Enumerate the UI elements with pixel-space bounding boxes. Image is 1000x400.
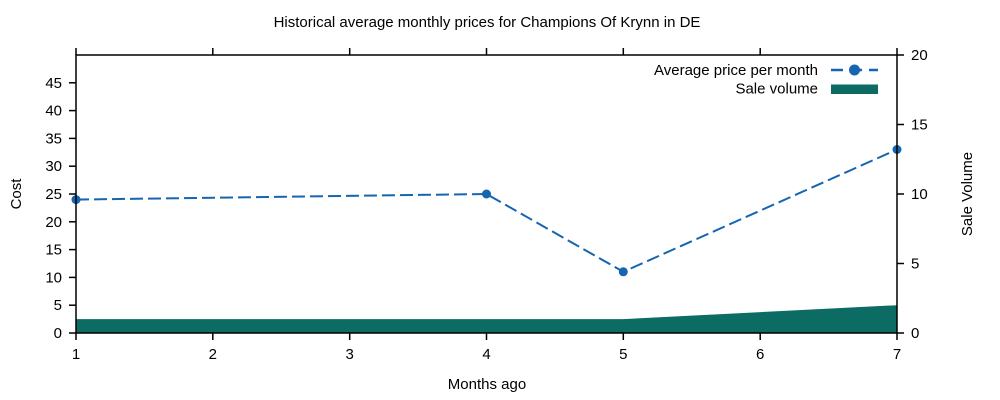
x-tick-label: 1 (72, 346, 80, 363)
legend: Average price per month Sale volume (654, 62, 878, 98)
x-tick-label: 4 (482, 346, 490, 363)
x-axis-label: Months ago (448, 376, 526, 393)
y-right-tick-label: 15 (911, 117, 928, 134)
legend-label-volume: Sale volume (735, 81, 818, 98)
y-right-tick-label: 10 (911, 186, 928, 203)
x-tick-label: 6 (756, 346, 764, 363)
y-right-tick-label: 0 (911, 325, 919, 342)
average-price-point (618, 267, 628, 277)
y-axis-label-right: Sale Volume (959, 152, 976, 236)
legend-price-line-sample (831, 64, 878, 76)
y-left-tick-label: 0 (54, 325, 62, 342)
legend-volume-swatch-icon (831, 84, 878, 94)
y-left-tick-label: 5 (54, 297, 62, 314)
x-tick-label: 7 (893, 346, 901, 363)
chart-title: Historical average monthly prices for Ch… (274, 14, 701, 31)
y-left-tick-label: 40 (45, 103, 62, 120)
average-price-line (75, 148, 898, 273)
x-tick-label: 2 (209, 346, 217, 363)
y-left-tick-label: 45 (45, 75, 62, 92)
x-tick-label: 5 (619, 346, 627, 363)
y-right-tick-label: 20 (911, 47, 928, 64)
y-left-tick-label: 35 (45, 130, 62, 147)
y-left-tick-label: 25 (45, 186, 62, 203)
y-right-tick-label: 5 (911, 256, 919, 273)
legend-label-price: Average price per month (654, 62, 818, 79)
y-left-tick-label: 15 (45, 242, 62, 259)
y-axis-label-left: Cost (8, 178, 25, 210)
legend-price-marker-icon (849, 64, 860, 76)
y-left-tick-label: 30 (45, 158, 62, 175)
x-tick-label: 3 (346, 346, 354, 363)
average-price-point (482, 189, 491, 199)
y-left-tick-label: 20 (45, 214, 62, 231)
sale-volume-area (76, 305, 897, 333)
plot-border (75, 54, 898, 334)
y-left-tick-label: 10 (45, 269, 62, 286)
